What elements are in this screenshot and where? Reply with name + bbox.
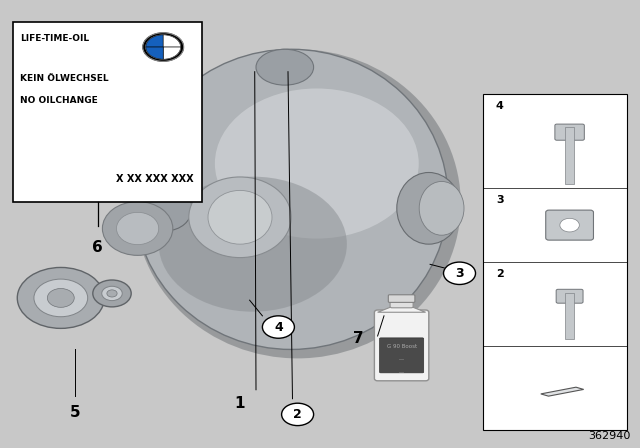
Ellipse shape xyxy=(189,177,291,258)
FancyBboxPatch shape xyxy=(555,124,584,140)
FancyBboxPatch shape xyxy=(565,293,574,340)
Text: LIFE-TIME-OIL: LIFE-TIME-OIL xyxy=(20,34,90,43)
Circle shape xyxy=(143,33,184,61)
Ellipse shape xyxy=(102,202,173,255)
Text: 4: 4 xyxy=(496,101,504,111)
Circle shape xyxy=(17,267,104,328)
FancyBboxPatch shape xyxy=(565,127,574,184)
Ellipse shape xyxy=(215,89,419,238)
Wedge shape xyxy=(163,47,180,59)
Polygon shape xyxy=(378,306,426,312)
Circle shape xyxy=(560,218,579,232)
Text: NO OILCHANGE: NO OILCHANGE xyxy=(20,96,98,105)
Circle shape xyxy=(282,403,314,426)
Circle shape xyxy=(262,316,294,338)
Ellipse shape xyxy=(134,49,448,349)
Wedge shape xyxy=(146,35,163,47)
Circle shape xyxy=(47,289,74,307)
Text: G 90 Boost: G 90 Boost xyxy=(387,344,417,349)
Text: ---: --- xyxy=(399,370,404,375)
Text: 5: 5 xyxy=(70,405,80,420)
Ellipse shape xyxy=(159,177,347,312)
Text: 3: 3 xyxy=(496,195,504,205)
FancyBboxPatch shape xyxy=(483,94,627,430)
FancyBboxPatch shape xyxy=(546,210,593,240)
Text: KEIN ÖLWECHSEL: KEIN ÖLWECHSEL xyxy=(20,74,109,83)
Circle shape xyxy=(145,34,181,60)
Wedge shape xyxy=(163,35,180,47)
Circle shape xyxy=(444,262,476,284)
Circle shape xyxy=(93,280,131,307)
Text: ---: --- xyxy=(399,357,404,362)
Text: 7: 7 xyxy=(353,331,364,346)
Text: 1: 1 xyxy=(235,396,245,411)
Ellipse shape xyxy=(397,172,461,244)
FancyBboxPatch shape xyxy=(390,298,413,308)
Text: 3: 3 xyxy=(455,267,464,280)
Ellipse shape xyxy=(256,49,314,85)
Text: X XX XXX XXX: X XX XXX XXX xyxy=(116,174,194,184)
Text: 2: 2 xyxy=(293,408,302,421)
Circle shape xyxy=(34,279,88,317)
Text: 6: 6 xyxy=(92,240,103,254)
Circle shape xyxy=(102,286,122,301)
Ellipse shape xyxy=(419,181,464,235)
Text: 362940: 362940 xyxy=(588,431,630,441)
Wedge shape xyxy=(146,47,163,59)
Circle shape xyxy=(107,290,117,297)
Text: 2: 2 xyxy=(496,269,504,279)
Ellipse shape xyxy=(134,49,461,358)
FancyBboxPatch shape xyxy=(556,289,583,303)
Ellipse shape xyxy=(141,186,192,231)
FancyBboxPatch shape xyxy=(13,22,202,202)
Ellipse shape xyxy=(208,190,272,244)
Polygon shape xyxy=(541,387,584,396)
Ellipse shape xyxy=(116,212,159,245)
FancyBboxPatch shape xyxy=(380,338,424,373)
Text: 4: 4 xyxy=(274,320,283,334)
FancyBboxPatch shape xyxy=(388,295,415,302)
FancyBboxPatch shape xyxy=(374,310,429,381)
